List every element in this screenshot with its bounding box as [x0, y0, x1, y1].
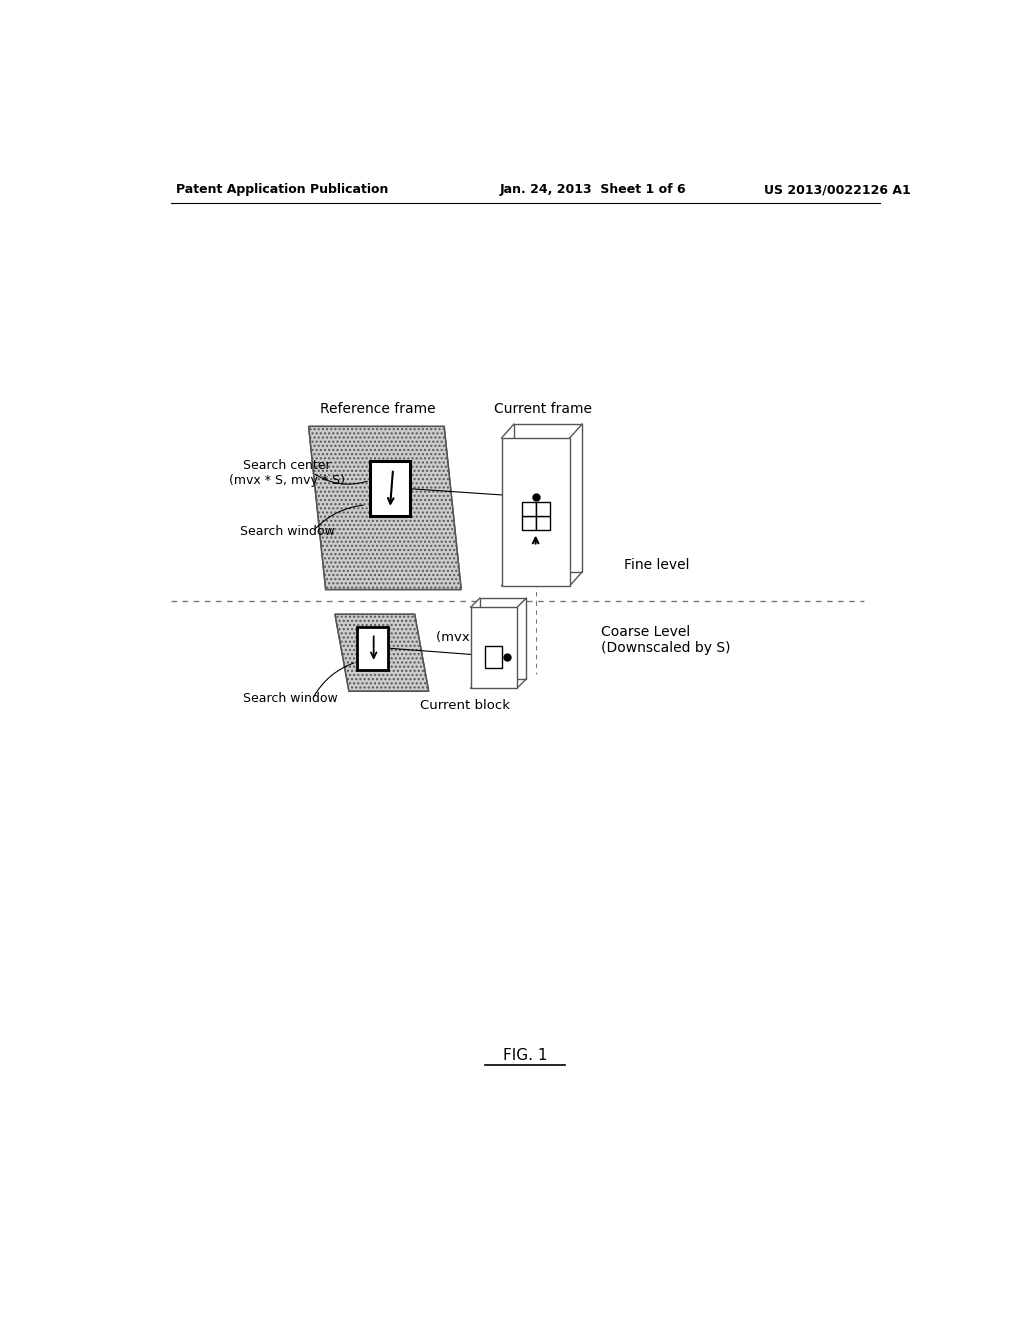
Text: US 2013/0022126 A1: US 2013/0022126 A1 [764, 183, 910, 197]
Text: Jan. 24, 2013  Sheet 1 of 6: Jan. 24, 2013 Sheet 1 of 6 [500, 183, 687, 197]
Bar [536, 502, 550, 516]
Text: Coarse Level
(Downscaled by S): Coarse Level (Downscaled by S) [601, 624, 730, 655]
Bar [485, 647, 503, 668]
Polygon shape [335, 614, 429, 692]
Bar [536, 516, 550, 529]
Text: Search window: Search window [240, 525, 334, 539]
Polygon shape [471, 607, 517, 688]
Text: Search window: Search window [244, 693, 338, 705]
Bar [521, 516, 536, 529]
Text: Patent Application Publication: Patent Application Publication [176, 183, 388, 197]
Text: Current frame: Current frame [494, 403, 592, 416]
Bar [521, 502, 536, 516]
Polygon shape [502, 438, 569, 586]
Polygon shape [480, 598, 526, 678]
Polygon shape [370, 461, 410, 516]
Polygon shape [514, 424, 583, 572]
Text: FIG. 1: FIG. 1 [503, 1048, 547, 1063]
Polygon shape [308, 426, 461, 590]
Polygon shape [356, 627, 388, 669]
Text: Search center
(mvx * S, mvy * S): Search center (mvx * S, mvy * S) [229, 458, 345, 487]
Text: Fine level: Fine level [624, 558, 689, 572]
Text: Reference frame: Reference frame [319, 403, 435, 416]
Text: (mvx, mvy): (mvx, mvy) [435, 631, 512, 644]
Text: Current block: Current block [420, 698, 510, 711]
